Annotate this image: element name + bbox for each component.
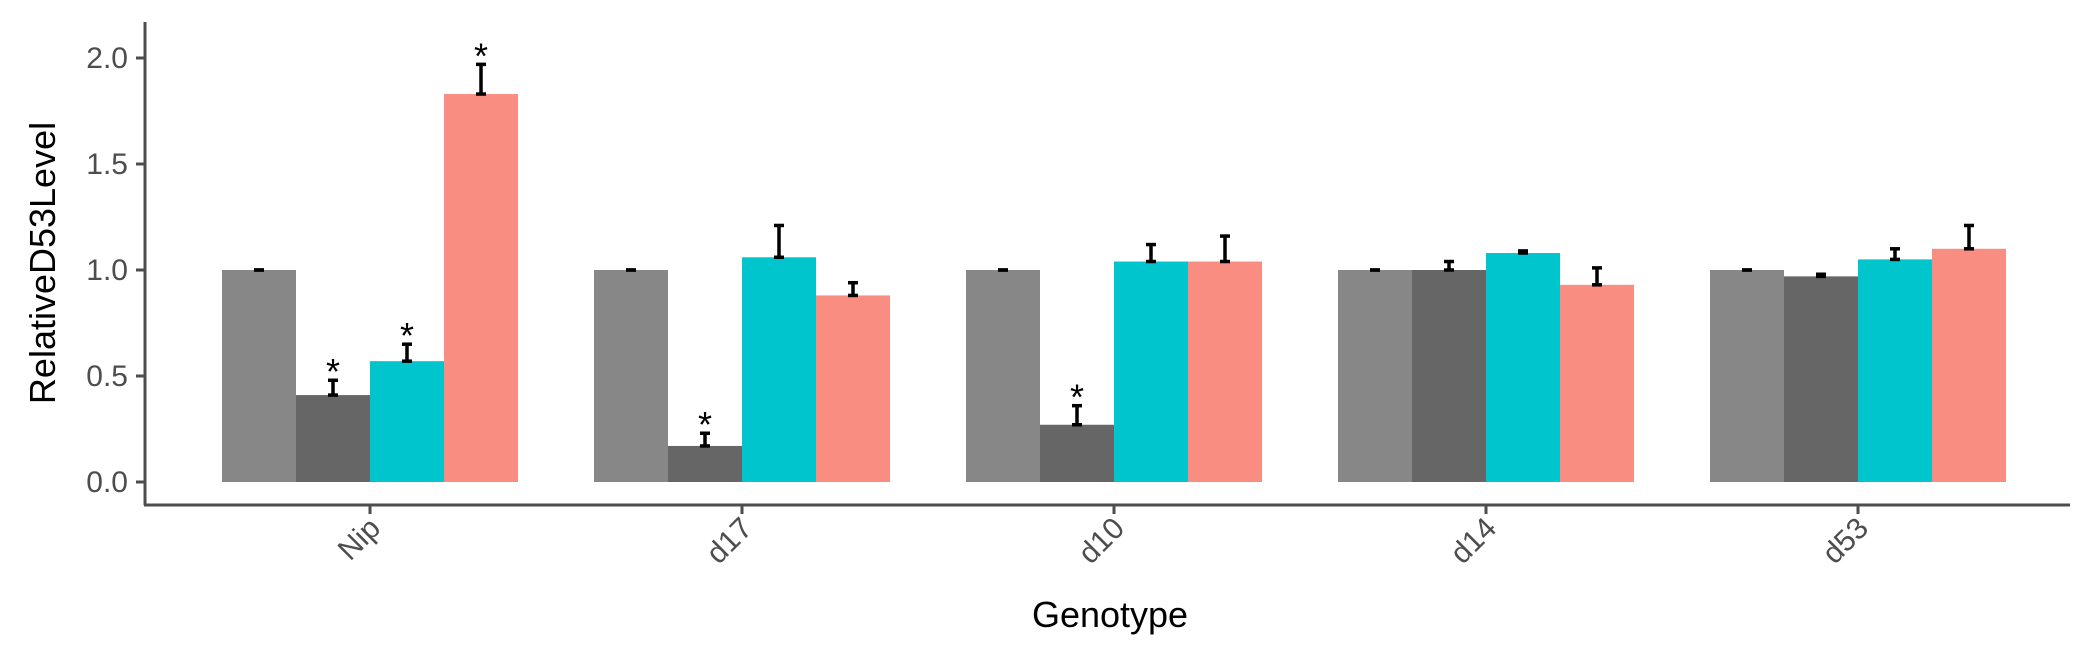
bar-d14-2 [1486, 253, 1560, 482]
significance-star-Nip-2: * [400, 315, 414, 356]
y-tick-label-4: 2.0 [86, 42, 128, 75]
error-bar-d14-3 [1592, 266, 1602, 287]
x-tick-label-d53: d53 [1816, 512, 1875, 571]
bar-d17-3 [816, 295, 890, 482]
error-bar-d14-2 [1518, 249, 1528, 255]
bar-d53-1 [1784, 276, 1858, 482]
bar-d10-1 [1040, 424, 1114, 482]
error-bar-d14-1 [1444, 259, 1454, 272]
error-bar-Nip-1 [328, 378, 338, 397]
y-tick-label-1: 0.5 [86, 360, 128, 393]
x-tick-label-d14: d14 [1444, 512, 1503, 571]
y-ticks: 0.0 0.5 1.0 1.5 2.0 [86, 42, 145, 499]
error-bar-d17-2 [774, 223, 784, 260]
error-bar-d53-3 [1964, 223, 1974, 251]
bar-d14-3 [1560, 284, 1634, 482]
bar-Nip-3 [444, 94, 518, 482]
significance-star-Nip-3: * [474, 35, 488, 76]
y-axis-title: RelativeD53Level [22, 122, 63, 404]
y-tick-label-2: 1.0 [86, 254, 128, 287]
error-bar-d17-3 [848, 280, 858, 298]
bar-d17-0 [594, 270, 668, 482]
x-tick-label-Nip: Nip [332, 512, 387, 567]
error-bar-d53-1 [1816, 272, 1826, 279]
error-bars-layer [254, 62, 1974, 448]
error-bar-d10-1 [1072, 403, 1082, 427]
bar-d53-3 [1932, 248, 2006, 482]
bar-d17-2 [742, 257, 816, 482]
significance-star-d10-1: * [1070, 377, 1084, 418]
bar-Nip-2 [370, 361, 444, 482]
bar-d53-0 [1710, 270, 1784, 482]
y-tick-label-0: 0.0 [86, 466, 128, 499]
bar-d53-2 [1858, 259, 1932, 482]
error-bar-d17-1 [700, 431, 710, 448]
significance-star-d17-1: * [698, 404, 712, 445]
error-bar-d10-3 [1220, 234, 1230, 264]
x-tick-label-d10: d10 [1072, 512, 1131, 571]
bar-d10-3 [1188, 261, 1262, 482]
bar-d10-2 [1114, 261, 1188, 482]
error-bar-d10-2 [1146, 242, 1156, 264]
x-tick-label-d17: d17 [700, 512, 759, 571]
x-ticks: Nip d17 d10 d14 d53 [332, 505, 1875, 570]
error-bar-d53-2 [1890, 247, 1900, 262]
y-tick-label-3: 1.5 [86, 148, 128, 181]
bar-Nip-0 [222, 270, 296, 482]
bar-d14-0 [1338, 270, 1412, 482]
bar-d10-0 [966, 270, 1040, 482]
bar-d14-1 [1412, 270, 1486, 482]
significance-layer: * * * * * [326, 35, 1084, 445]
x-axis-title: Genotype [1032, 594, 1188, 635]
error-bar-Nip-2 [402, 342, 412, 363]
bars-layer [222, 94, 2006, 482]
significance-star-Nip-1: * [326, 351, 340, 392]
bar-Nip-1 [296, 395, 370, 482]
bar-d17-1 [668, 445, 742, 482]
error-bar-Nip-3 [476, 62, 486, 96]
